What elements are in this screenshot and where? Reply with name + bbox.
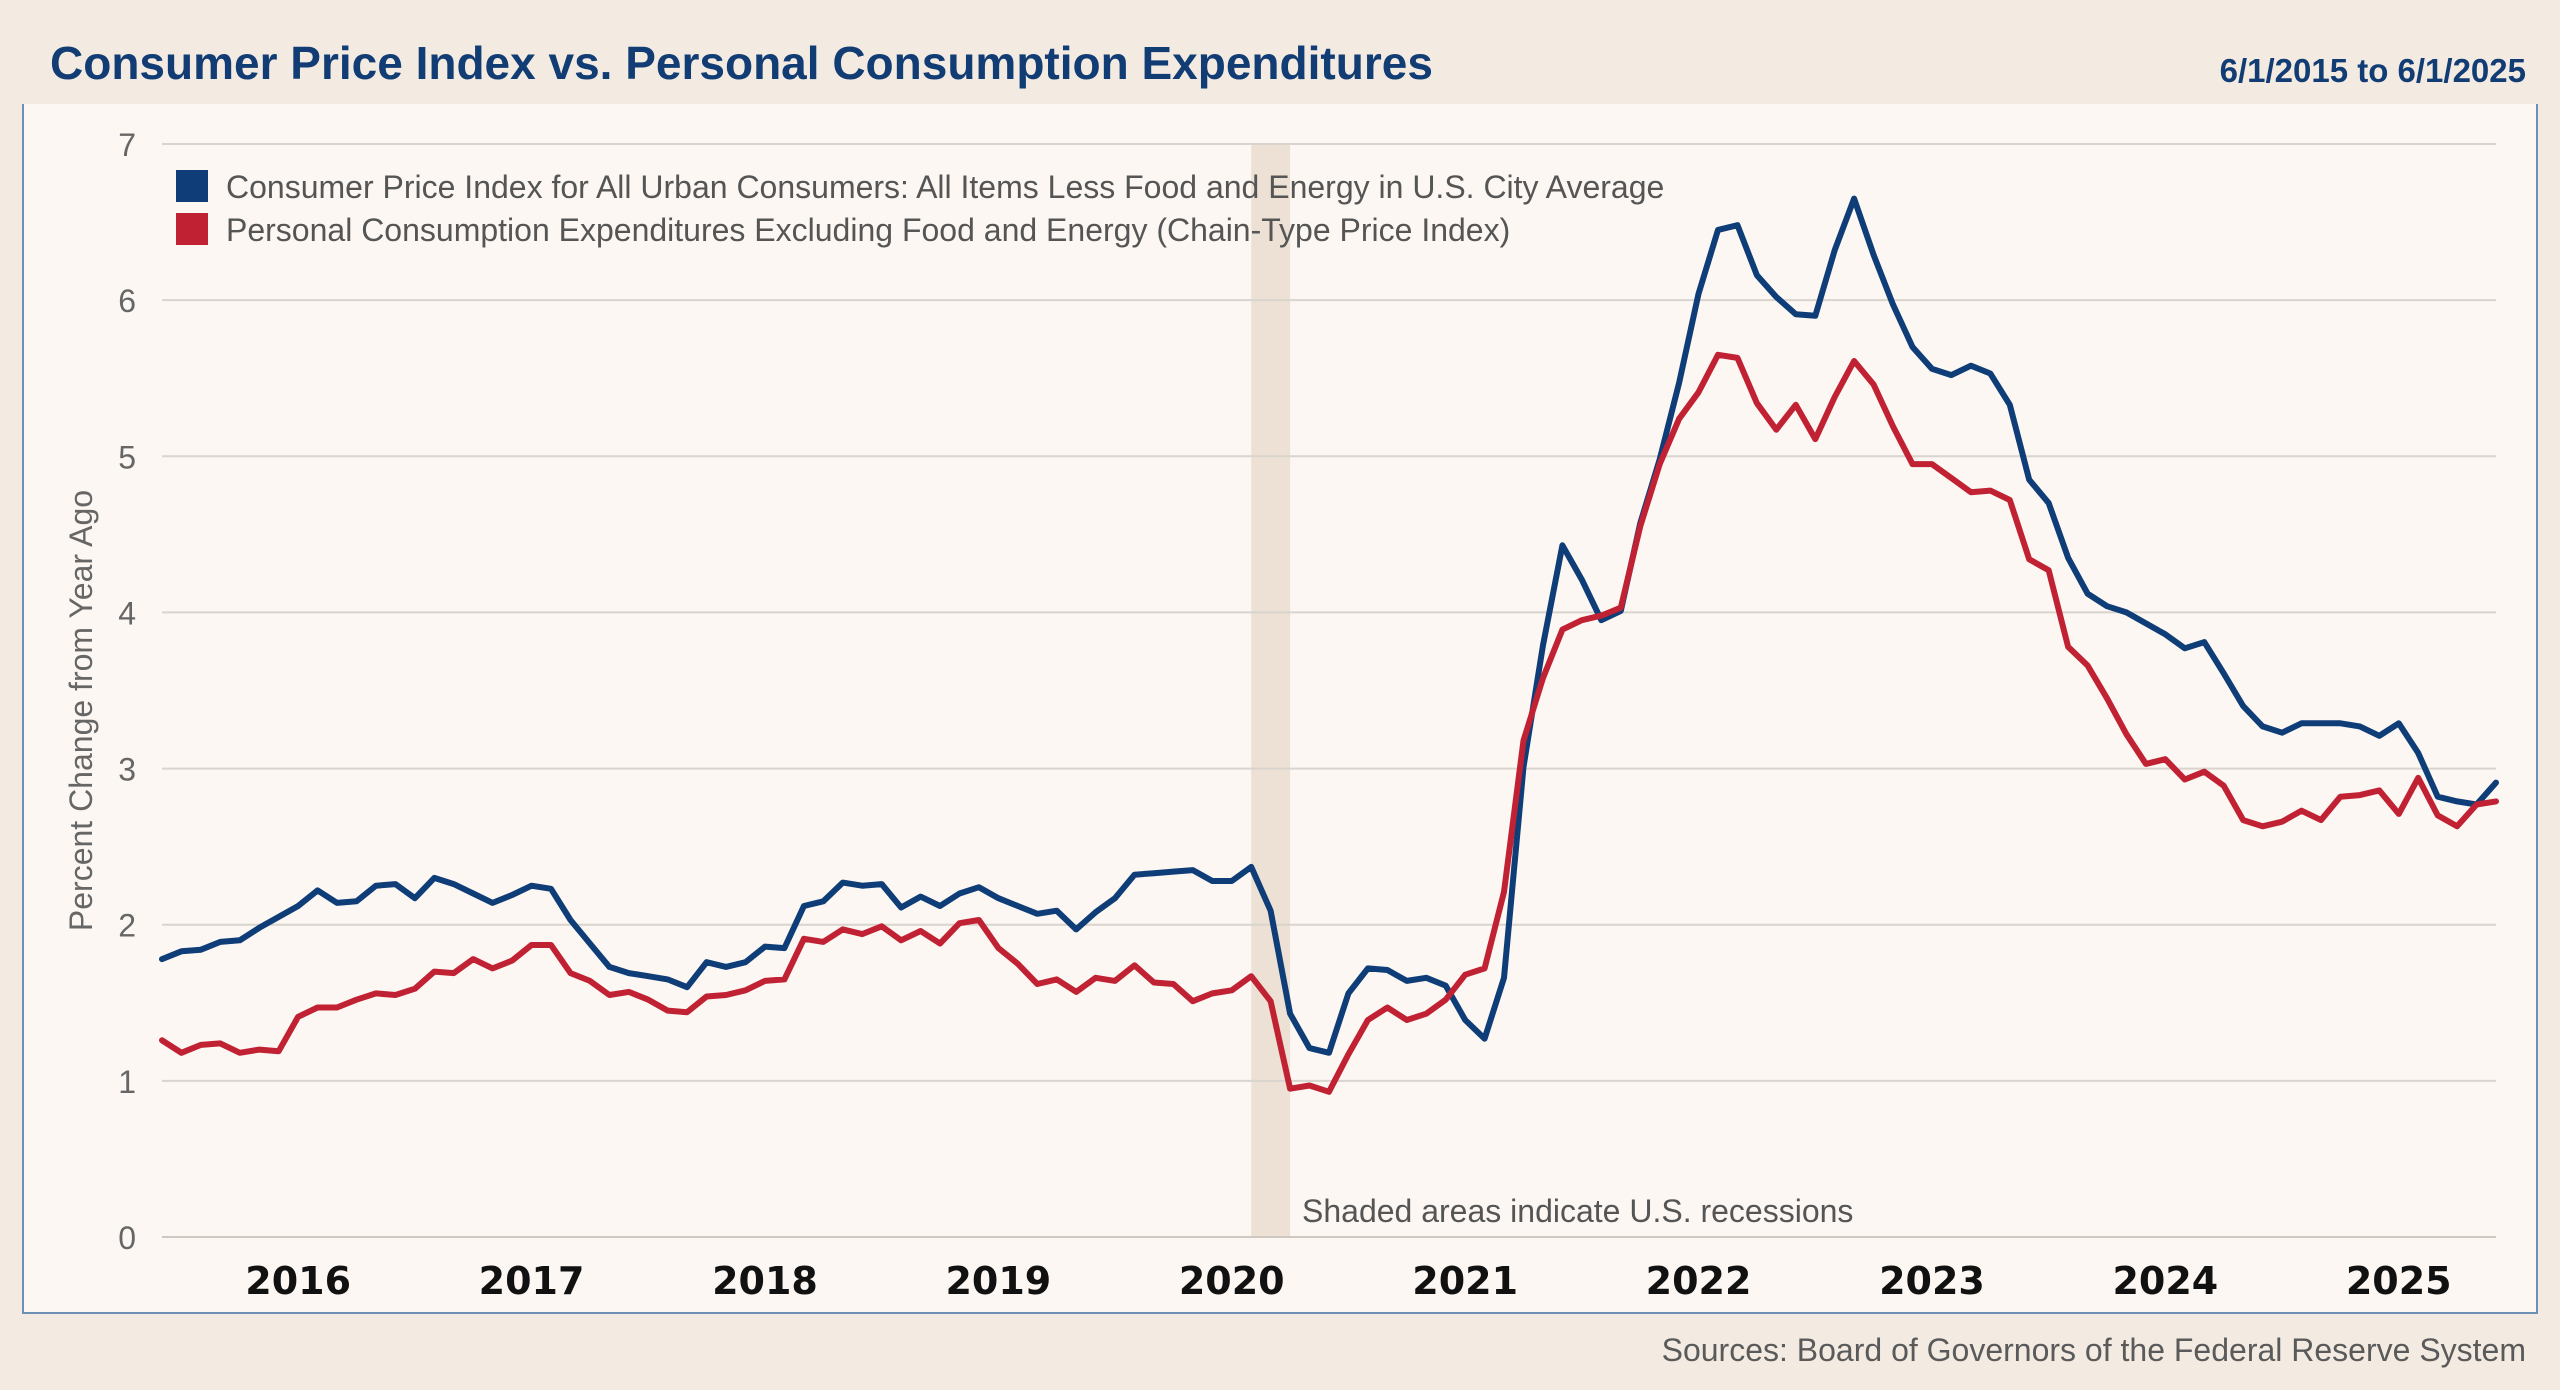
x-tick-label: 2017 [479, 1259, 585, 1303]
x-tick-label: 2016 [245, 1259, 351, 1303]
y-tick-label: 5 [118, 439, 136, 475]
x-tick-label: 2019 [945, 1259, 1051, 1303]
x-tick-label: 2024 [2112, 1259, 2218, 1303]
legend-swatch [176, 170, 208, 202]
x-tick-label: 2018 [712, 1259, 818, 1303]
date-range: 6/1/2015 to 6/1/2025 [2219, 52, 2526, 89]
x-tick-label: 2021 [1412, 1259, 1518, 1303]
y-tick-label: 0 [118, 1220, 136, 1256]
label-layer: 0 1 2 3 4 5 6 7 2016 2017 2018 2019 2020 2021 2022 2023… [63, 127, 2452, 1303]
series-line-cpi [159, 195, 2499, 1056]
chart-title: Consumer Price Index vs. Personal Consum… [50, 37, 1433, 89]
x-tick-label: 2025 [2346, 1259, 2452, 1303]
series-layer [159, 195, 2499, 1095]
y-tick-label: 7 [118, 127, 136, 163]
legend-swatch [176, 213, 208, 245]
grid-layer [162, 143, 2496, 1238]
series-line-pce [159, 351, 2499, 1095]
x-tick-label: 2022 [1646, 1259, 1752, 1303]
y-tick-label: 3 [118, 752, 136, 788]
legend: Consumer Price Index for All Urban Consu… [176, 169, 1664, 248]
x-tick-label: 2020 [1179, 1259, 1285, 1303]
chart-header: Consumer Price Index vs. Personal Consum… [0, 0, 2560, 104]
legend-label: Consumer Price Index for All Urban Consu… [226, 169, 1664, 205]
legend-label: Personal Consumption Expenditures Exclud… [226, 212, 1510, 248]
x-tick-label: 2023 [1879, 1259, 1985, 1303]
y-tick-label: 1 [118, 1064, 136, 1100]
y-tick-label: 6 [118, 283, 136, 319]
sources-note: Sources: Board of Governors of the Feder… [1661, 1332, 2526, 1368]
y-axis-label: Percent Change from Year Ago [63, 490, 99, 931]
y-tick-label: 2 [118, 908, 136, 944]
recession-note: Shaded areas indicate U.S. recessions [1302, 1193, 1853, 1229]
y-tick-label: 4 [118, 595, 136, 631]
